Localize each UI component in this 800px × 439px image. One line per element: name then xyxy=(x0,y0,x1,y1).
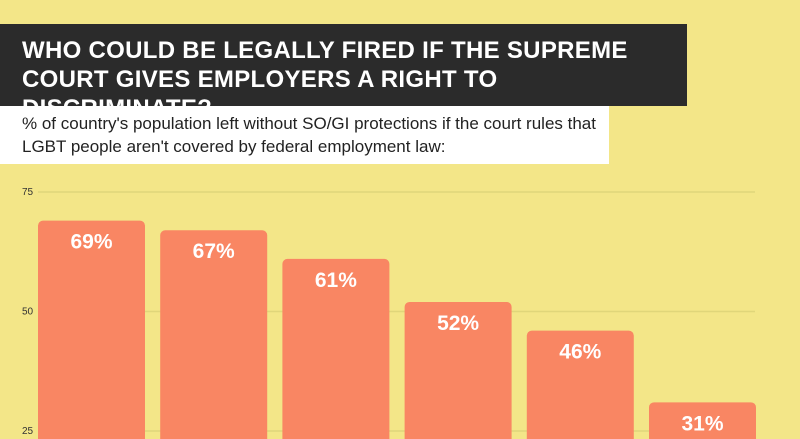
bar-value-label: 31% xyxy=(681,412,723,435)
bar xyxy=(160,230,268,439)
bar xyxy=(282,258,390,439)
bar-value-label: 61% xyxy=(315,269,357,292)
bar-value-label: 69% xyxy=(70,231,112,254)
y-tick-label: 75 xyxy=(22,187,34,198)
bar-value-label: 67% xyxy=(193,240,235,263)
title-banner: WHO COULD BE LEGALLY FIRED IF THE SUPREM… xyxy=(0,24,687,122)
bar-value-label: 52% xyxy=(437,312,479,335)
bar-value-label: 46% xyxy=(559,341,601,364)
chart-subtitle: % of country's population left without S… xyxy=(22,114,596,156)
subtitle-banner: % of country's population left without S… xyxy=(0,106,609,164)
bar xyxy=(404,301,512,439)
bar xyxy=(649,402,756,439)
bar xyxy=(526,330,634,439)
y-tick-label: 50 xyxy=(22,307,34,318)
y-tick-label: 25 xyxy=(22,426,34,437)
bar xyxy=(38,220,145,439)
chart-title: WHO COULD BE LEGALLY FIRED IF THE SUPREM… xyxy=(22,37,628,122)
